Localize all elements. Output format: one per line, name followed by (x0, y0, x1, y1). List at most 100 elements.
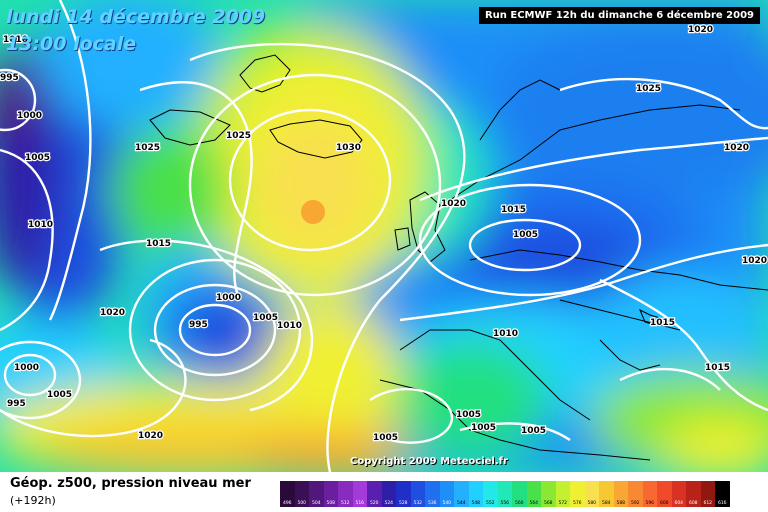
pressure-label: 1020 (100, 308, 125, 318)
pressure-label: 1015 (650, 318, 675, 328)
pressure-label: 1005 (47, 390, 72, 400)
scale-swatch: 564 (526, 481, 541, 507)
scale-value: 532 (413, 501, 423, 506)
pressure-label: 1005 (521, 426, 546, 436)
scale-value: 556 (500, 501, 510, 506)
map-canvas: 1010 995 1000 1005 1025 1025 1030 1010 1… (0, 0, 768, 472)
forecast-local-time: 13:00 locale (6, 33, 137, 55)
scale-value: 516 (355, 501, 365, 506)
scale-value: 520 (369, 501, 379, 506)
weather-map: 1010 995 1000 1005 1025 1025 1030 1010 1… (0, 0, 768, 472)
scale-swatch: 536 (425, 481, 440, 507)
pressure-label: 1030 (336, 143, 361, 153)
scale-swatch: 572 (555, 481, 570, 507)
pressure-label: 1000 (14, 363, 39, 373)
legend-footer: Géop. z500, pression niveau mer (+192h) … (0, 472, 768, 512)
scale-value: 504 (311, 501, 321, 506)
pressure-label: 1020 (742, 256, 767, 266)
pressure-label: 1005 (373, 433, 398, 443)
scale-swatch: 560 (512, 481, 527, 507)
scale-swatch: 552 (483, 481, 498, 507)
scale-value: 508 (326, 501, 336, 506)
scale-swatch: 608 (686, 481, 701, 507)
scale-value: 540 (442, 501, 452, 506)
pressure-label: 1020 (138, 431, 163, 441)
scale-swatch: 568 (541, 481, 556, 507)
pressure-label: 1010 (28, 220, 53, 230)
scale-value: 524 (384, 501, 394, 506)
scale-swatch: 516 (352, 481, 367, 507)
scale-swatch: 556 (497, 481, 512, 507)
scale-swatch: 524 (381, 481, 396, 507)
scale-swatch: 596 (642, 481, 657, 507)
scale-value: 600 (659, 501, 669, 506)
scale-value: 584 (601, 501, 611, 506)
scale-swatch: 584 (599, 481, 614, 507)
legend-forecast-hour: (+192h) (10, 494, 56, 507)
pressure-label: 1015 (146, 239, 171, 249)
pressure-label: 995 (189, 320, 208, 330)
scale-value: 580 (587, 501, 597, 506)
scale-value: 612 (703, 501, 713, 506)
pressure-label: 1025 (135, 143, 160, 153)
scale-value: 544 (456, 501, 466, 506)
pressure-label: 1020 (688, 25, 713, 35)
scale-swatch: 604 (671, 481, 686, 507)
scale-value: 592 (630, 501, 640, 506)
scale-value: 596 (645, 501, 655, 506)
scale-value: 500 (297, 501, 307, 506)
scale-swatch: 580 (584, 481, 599, 507)
pressure-label: 1005 (513, 230, 538, 240)
scale-swatch: 528 (396, 481, 411, 507)
scale-value: 604 (674, 501, 684, 506)
scale-swatch: 588 (613, 481, 628, 507)
model-run-info: Run ECMWF 12h du dimanche 6 décembre 200… (478, 7, 760, 24)
pressure-label: 1005 (253, 313, 278, 323)
scale-swatch: 548 (468, 481, 483, 507)
scale-value: 552 (485, 501, 495, 506)
scale-swatch: 616 (715, 481, 730, 507)
copyright-notice: Copyright 2009 Meteociel.fr (350, 456, 508, 467)
legend-title: Géop. z500, pression niveau mer (10, 476, 251, 491)
scale-swatch: 520 (367, 481, 382, 507)
scale-value: 608 (688, 501, 698, 506)
scale-value: 496 (282, 501, 292, 506)
scale-value: 564 (529, 501, 539, 506)
isobars (0, 0, 768, 472)
high-pressure-core (301, 200, 325, 224)
pressure-label: 1005 (25, 153, 50, 163)
pressure-label: 1025 (226, 131, 251, 141)
scale-swatch: 544 (454, 481, 469, 507)
pressure-label: 1010 (3, 35, 28, 45)
pressure-label: 1010 (493, 329, 518, 339)
pressure-labels: 1010 995 1000 1005 1025 1025 1030 1010 1… (0, 24, 768, 444)
scale-value: 512 (340, 501, 350, 506)
scale-value: 588 (616, 501, 626, 506)
scale-value: 528 (398, 501, 408, 506)
scale-value: 536 (427, 501, 437, 506)
scale-swatch: 612 (700, 481, 715, 507)
scale-swatch: 512 (338, 481, 353, 507)
scale-value: 576 (572, 501, 582, 506)
scale-value: 616 (717, 501, 727, 506)
pressure-label: 995 (0, 73, 19, 83)
scale-swatch: 504 (309, 481, 324, 507)
forecast-date: lundi 14 décembre 2009 (6, 6, 266, 28)
scale-swatch: 592 (628, 481, 643, 507)
pressure-label: 1010 (277, 321, 302, 331)
geopotential-field (0, 0, 768, 472)
pressure-label: 1000 (216, 293, 241, 303)
color-scale: 496 500 504 508 512 516 520 524 528 532 536 540 544 5… (280, 481, 730, 507)
scale-value: 568 (543, 501, 553, 506)
scale-value: 560 (514, 501, 524, 506)
scale-swatch: 600 (657, 481, 672, 507)
scale-swatch: 532 (410, 481, 425, 507)
pressure-label: 1005 (471, 423, 496, 433)
pressure-label: 1020 (441, 199, 466, 209)
pressure-label: 1020 (724, 143, 749, 153)
scale-value: 548 (471, 501, 481, 506)
pressure-label: 1025 (636, 84, 661, 94)
pressure-label: 1015 (705, 363, 730, 373)
pressure-label: 1005 (456, 410, 481, 420)
pressure-label: 1015 (501, 205, 526, 215)
